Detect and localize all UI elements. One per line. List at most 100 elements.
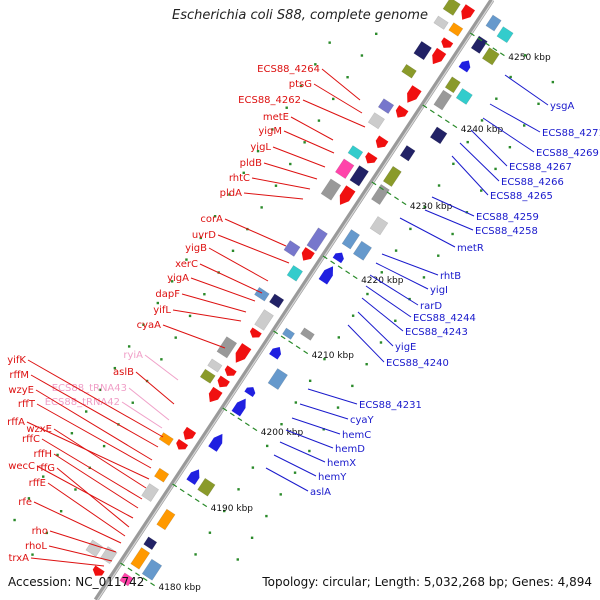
gene-label-leader: [263, 162, 318, 180]
gc-content-dot: [409, 227, 412, 231]
gene-label-rffE: rffE: [29, 478, 126, 537]
gc-content-dot: [317, 119, 321, 122]
forward-gene: [349, 165, 369, 187]
gene-label-text: ECS88_4240: [386, 358, 449, 369]
gene-label-leader: [251, 177, 311, 190]
gene-label-leader: [172, 309, 242, 322]
gene-label-leader: [272, 146, 326, 168]
gc-content-dot: [308, 379, 312, 383]
gc-content-dot: [379, 341, 383, 344]
gc-content-dot: [480, 119, 484, 122]
gene-label-text: cyaA: [137, 320, 162, 331]
reverse-gene-feature: [352, 240, 372, 261]
gc-content-dot: [394, 249, 398, 252]
map-title: Escherichia coli S88, complete genome: [172, 8, 428, 23]
forward-gene: [339, 185, 356, 205]
gc-content-dot: [480, 189, 483, 192]
gc-content-dot: [285, 106, 288, 109]
gene-label-text: yigM: [258, 126, 282, 137]
gene-label-hemX: hemX: [279, 441, 356, 469]
gc-content-dot: [289, 162, 292, 166]
gc-content-dot: [375, 32, 378, 36]
gene-label-hemC: hemC: [291, 417, 371, 441]
gene-label-leader: [321, 68, 361, 101]
gene-label-text: ECS88_tRNA42: [45, 397, 120, 408]
gene-label-text: ECS88_4243: [405, 327, 468, 338]
gene-label-yigL: yigL: [250, 142, 326, 168]
gene-label-leader: [361, 297, 404, 332]
reverse-gene: [244, 387, 256, 397]
gc-content-dot: [156, 301, 160, 305]
gene-label-ptsG: ptsG: [289, 79, 363, 114]
gc-content-dot: [194, 553, 197, 556]
gene-label-leader: [347, 324, 385, 363]
forward-gene-feature: [207, 358, 223, 373]
gene-label-leader: [199, 263, 263, 294]
gene-label-rhtC: rhtC: [229, 173, 311, 190]
gene-label-text: wecC: [8, 461, 35, 472]
gc-content-dot: [314, 63, 317, 66]
forward-gene: [153, 467, 170, 483]
forward-gene: [92, 565, 105, 576]
gene-label-ysgA: ysgA: [504, 74, 574, 112]
kbp-tick-line: [322, 255, 359, 280]
gene-label-text: ECS88_4258: [475, 226, 538, 237]
gc-content-dot: [203, 293, 206, 296]
gc-content-dot: [99, 388, 102, 392]
gc-content-dot: [250, 536, 254, 539]
gc-content-dot: [522, 124, 526, 127]
gc-content-dot: [74, 488, 77, 491]
gene-label-text: aslA: [310, 487, 331, 498]
forward-gene: [176, 439, 189, 450]
forward-gene-feature: [433, 15, 449, 30]
reverse-gene: [485, 14, 502, 32]
gene-label-leader: [217, 234, 290, 264]
forward-gene: [407, 85, 422, 103]
gene-label-cyaY: cyaY: [299, 403, 375, 426]
forward-gene: [448, 22, 464, 37]
forward-gene: [432, 47, 447, 65]
gene-label-leader: [121, 401, 163, 429]
gene-label-yigE: yigE: [357, 311, 416, 353]
gene-label-leader: [33, 501, 122, 544]
kbp-tick-line: [273, 330, 309, 355]
gene-label-leader: [30, 374, 159, 448]
gc-content-dot: [188, 314, 192, 318]
forward-gene: [208, 386, 223, 403]
gene-label-rffH: rffH: [33, 449, 139, 509]
forward-gene: [224, 365, 237, 376]
gene-label-text: rfe: [18, 497, 32, 508]
gene-label-text: rffG: [36, 463, 55, 474]
gene-label-leader: [35, 389, 153, 461]
gene-label-leader: [375, 262, 429, 290]
gene-label-ryiA: ryiA: [123, 350, 179, 381]
gene-label-text: ECS88_4264: [257, 64, 320, 75]
gene-label-rarD: rarD: [369, 274, 442, 312]
reverse-gene: [143, 536, 158, 551]
forward-gene-feature: [254, 286, 270, 302]
forward-gene: [306, 227, 328, 252]
gene-label-leader: [482, 117, 535, 153]
gene-label-leader: [470, 129, 508, 167]
kbp-tick-label: 4220 kbp: [361, 276, 404, 286]
gene-label-leader: [431, 196, 475, 217]
gc-content-dot: [523, 54, 527, 57]
backbone-layer: [93, 0, 495, 600]
gene-label-leader: [489, 103, 541, 133]
reverse-gene: [458, 60, 471, 73]
gc-content-dot: [160, 358, 163, 361]
gc-content-dot: [365, 362, 368, 366]
gene-label-yigM: yigM: [258, 126, 335, 154]
forward-gene-feature: [85, 539, 103, 557]
gc-content-dot: [380, 271, 383, 274]
forward-gene: [375, 135, 389, 148]
gene-label-text: corA: [200, 214, 223, 225]
gene-label-text: wzyE: [8, 385, 34, 396]
gene-label-leader: [27, 359, 164, 438]
gc-content-dot: [293, 471, 297, 474]
gene-label-aslA: aslA: [265, 467, 331, 498]
gene-label-rffM: rffM: [9, 370, 159, 448]
gene-label-text: ECS88_4262: [238, 95, 301, 106]
gc-content-dot: [303, 141, 306, 144]
gene-label-text: ptsG: [289, 79, 312, 90]
